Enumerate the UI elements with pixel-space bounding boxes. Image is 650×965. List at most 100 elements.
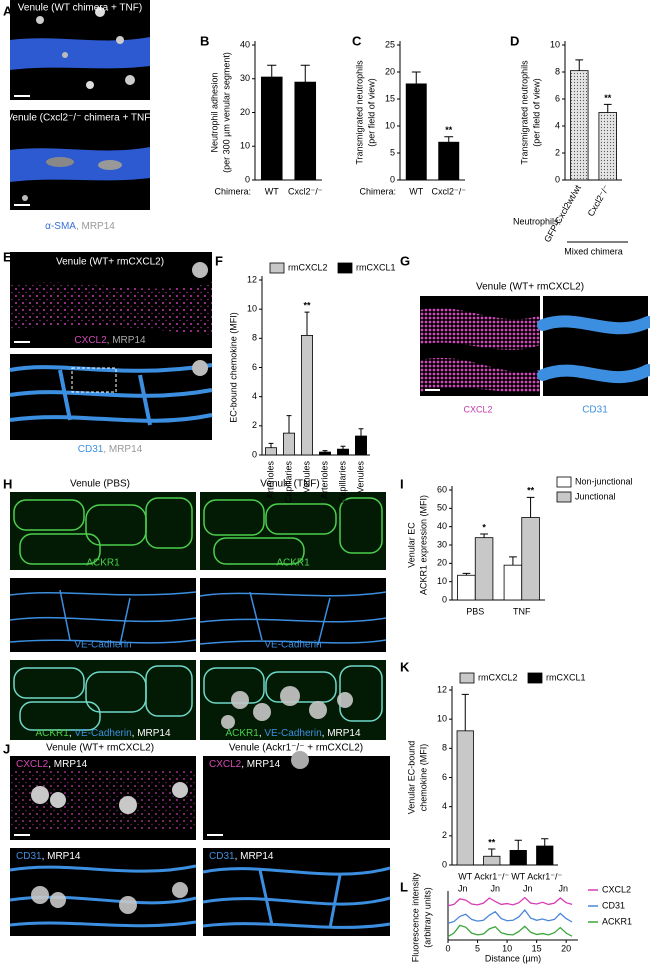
panel-label: E — [3, 249, 12, 264]
line-series — [447, 924, 573, 938]
image-caption: ACKR1, VE-Cadherin, MRP14 — [225, 728, 361, 739]
decoration — [13, 667, 85, 699]
decoration — [31, 886, 49, 904]
stain-label: CD31 — [78, 444, 104, 455]
y-axis-label: ACKR1 expression (MFI) — [418, 495, 428, 595]
stain-label: ACKR1 — [225, 728, 259, 739]
y-tick-label: 60 — [437, 484, 447, 494]
panel-label: F — [215, 253, 223, 268]
decoration — [31, 786, 49, 804]
bar — [509, 850, 527, 866]
x-tick-label: Capillaries — [283, 461, 293, 504]
y-tick-label: 0 — [245, 174, 250, 184]
decoration — [10, 578, 196, 652]
y-tick-label: 6 — [252, 362, 257, 372]
y-axis-label: Fluorescence intensity — [410, 872, 420, 962]
y-axis-label: Neutrophil adhesion — [209, 72, 219, 152]
decoration — [265, 503, 337, 535]
image-title: Venule (WT chimera + TNF) — [18, 3, 142, 14]
image-caption: CXCL2, MRP14 — [74, 335, 146, 346]
decoration — [192, 262, 208, 278]
x-tick-label: 20 — [561, 943, 571, 953]
bar — [536, 845, 554, 866]
y-tick-label: 8 — [442, 743, 447, 753]
y-axis-label: Transmigrated neutrophils — [519, 60, 529, 165]
y-tick-label: 4 — [442, 801, 447, 811]
bar — [265, 447, 277, 456]
x-tick-label: WT — [511, 871, 525, 881]
x-tick-label: Capillaries — [337, 461, 347, 504]
x-tick-label: GFP-Cxcl2wt/wt — [542, 183, 583, 244]
y-tick-label: 50 — [437, 503, 447, 513]
image-caption: α-SMA, MRP14 — [45, 221, 115, 232]
panel-label: K — [400, 659, 410, 674]
line-series — [447, 896, 573, 907]
error-bar — [462, 572, 471, 576]
panel-label: D — [510, 33, 519, 48]
legend-label: rmCXCL1 — [546, 672, 586, 682]
error-bar — [340, 445, 346, 450]
significance: ** — [527, 486, 535, 496]
decoration — [203, 848, 390, 936]
error-bar — [509, 556, 517, 566]
x-axis-label: Chimera: — [359, 186, 396, 196]
decoration — [10, 147, 150, 182]
error-bar — [267, 64, 277, 78]
image-caption: CXCL2, MRP14 — [209, 759, 281, 770]
y-axis-label: (per field of view) — [366, 78, 376, 147]
image-caption: CXCL2, MRP14 — [16, 759, 88, 770]
x-tick-label: Ackr1⁻/⁻ — [474, 871, 509, 881]
decoration — [9, 589, 197, 646]
error-bar — [488, 848, 496, 857]
annotation: Jn — [523, 883, 533, 893]
x-tick-label: 5 — [475, 943, 480, 953]
image-title: Venule (WT+ rmCXCL2) — [476, 282, 584, 293]
decoration — [119, 796, 137, 814]
y-tick-label: 8 — [555, 66, 560, 76]
y-tick-label: 0 — [390, 174, 395, 184]
y-tick-label: 4 — [252, 391, 257, 401]
annotation: Jn — [558, 883, 568, 893]
stain-label: , MRP14 — [322, 728, 361, 739]
decoration — [145, 497, 193, 549]
image-title: Venule (WT+ rmCXCL2) — [56, 257, 164, 268]
bar — [503, 564, 523, 601]
bar — [474, 537, 494, 601]
x-tick-label: 15 — [532, 943, 542, 953]
bar — [260, 76, 283, 181]
legend-label: rmCXCL2 — [288, 262, 328, 272]
stain-label: CD31 — [209, 851, 235, 862]
y-axis-label: Venular EC-bound — [406, 741, 416, 815]
y-tick-label: 10 — [550, 39, 560, 49]
decoration — [116, 36, 124, 44]
error-bar — [461, 693, 469, 731]
decoration — [291, 751, 309, 769]
y-tick-label: 20 — [437, 558, 447, 568]
panel-label: I — [400, 476, 404, 491]
y-axis-label: EC-bound chemokine (MFI) — [228, 312, 238, 423]
y-tick-label: 25 — [385, 39, 395, 49]
legend-label: rmCXCL1 — [356, 262, 396, 272]
y-tick-label: 30 — [437, 539, 447, 549]
error-bar — [603, 103, 612, 113]
decoration — [125, 75, 135, 85]
decoration — [9, 589, 387, 646]
image-title: Venule (Ackr1⁻/⁻ + rmCXCL2) — [229, 743, 363, 754]
decoration — [280, 686, 300, 706]
error-bar — [358, 428, 364, 437]
bar — [483, 855, 501, 866]
annotation: Jn — [458, 883, 468, 893]
image-title: Venule (Cxcl2⁻/⁻ chimera + TNF) — [6, 113, 153, 124]
decoration — [62, 52, 68, 58]
decoration — [203, 499, 265, 536]
bar — [319, 451, 331, 456]
x-tick-label: WT — [265, 186, 279, 196]
panel-a-images — [10, 0, 150, 210]
y-tick-label: 2 — [555, 147, 560, 157]
decoration — [200, 492, 386, 570]
stain-label: CXCL2 — [16, 759, 49, 770]
decoration — [50, 892, 66, 908]
bar — [456, 730, 474, 866]
stain-label: CXCL2 — [209, 759, 242, 770]
x-tick-label: Cxcl2⁻/⁻ — [586, 183, 612, 218]
